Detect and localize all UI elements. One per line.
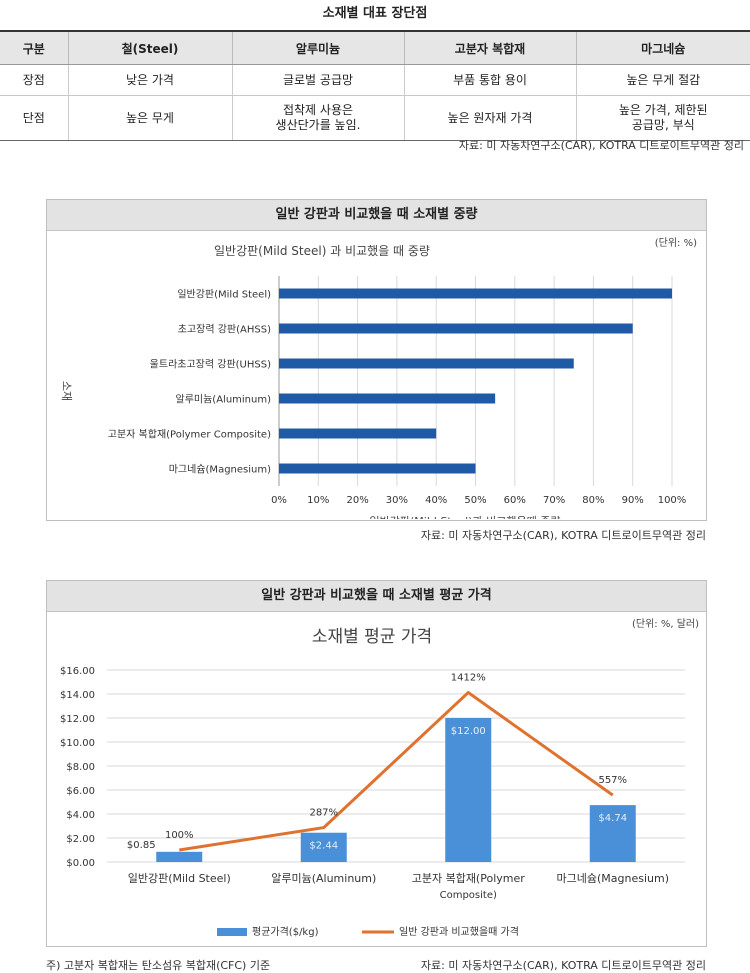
footnote: 주) 고분자 복합재는 탄소섬유 복합재(CFC) 기준 [46, 959, 271, 972]
y-tick-label: 알루미늄(Aluminum) [176, 394, 272, 406]
x-tick-label: 90% [622, 495, 644, 506]
x-tick-label: 60% [504, 495, 526, 506]
y-tick-label: 고분자 복합재(Polymer Composite) [108, 429, 271, 441]
bar-value-label: $0.85 [127, 840, 156, 851]
bar [279, 463, 476, 474]
bar [279, 428, 437, 439]
line-series [179, 690, 614, 852]
table-cell: 높은 무게 절감 [575, 64, 750, 96]
x-tick-label: 30% [386, 495, 408, 506]
y-tick-label: 울트라초고장력 강판(UHSS) [150, 359, 271, 371]
row-label: 단점 [0, 95, 68, 141]
bar-value-label: $2.44 [309, 841, 338, 852]
line-value-label: 287% [309, 808, 338, 819]
y-tick-label: $2.00 [66, 834, 95, 845]
legend-swatch-bar [217, 928, 247, 936]
weight-chart-box: 일반 강판과 비교했을 때 소재별 중량 일반강판(Mild Steel) 과 … [46, 199, 707, 528]
x-tick-label: 80% [582, 495, 604, 506]
line-value-label: 557% [598, 775, 627, 786]
table-row: 단점 높은 무게 접착제 사용은 생산단가를 높임. 높은 원자재 가격 높은 … [0, 95, 750, 141]
table-cell: 부품 통합 용이 [403, 64, 576, 96]
chart-title: 일반강판(Mild Steel) 과 비교했을 때 중량 [214, 244, 430, 258]
y-tick-label: 일반강판(Mild Steel) [177, 289, 271, 301]
bar [445, 718, 492, 862]
weight-chart-source: 자료: 미 자동차연구소(CAR), KOTRA 디트로이트무역관 정리 [420, 529, 706, 542]
chart-title: 소재별 평균 가격 [312, 627, 432, 647]
table-cell: 높은 무게 [67, 95, 232, 141]
x-tick-label-cont: Composite) [440, 890, 497, 901]
header-cell: 구분 [0, 30, 68, 65]
unit-note: (단위: %) [655, 236, 697, 249]
x-tick-label: 일반강판(Mild Steel) [128, 871, 231, 885]
x-tick-label: 70% [543, 495, 565, 506]
bar [279, 323, 633, 334]
x-tick-label: 40% [425, 495, 447, 506]
bar [156, 851, 203, 862]
weight-chart: 일반강판(Mild Steel) 과 비교했을 때 중량 (단위: %) 0% 10%… [60, 236, 697, 528]
header-cell: 고분자 복합재 [403, 30, 576, 65]
line-value-label: 100% [165, 830, 194, 841]
x-tick-label: 50% [464, 495, 486, 506]
table-row: 장점 낮은 가격 글로벌 공급망 부품 통합 용이 높은 무게 절감 [0, 64, 750, 96]
x-tick-label: 100% [658, 495, 687, 506]
table-cell: 접착제 사용은 생산단가를 높임. [231, 95, 404, 141]
y-tick-label: $14.00 [60, 690, 95, 701]
bar [589, 805, 636, 862]
x-tick-label: 10% [307, 495, 329, 506]
bar-value-label: $4.74 [598, 813, 627, 824]
legend-label-line: 일반 강판과 비교했을때 가격 [399, 925, 519, 938]
table-header-row: 구분 철(Steel) 알루미늄 고분자 복합재 마그네슘 [0, 30, 750, 65]
y-tick-label: $12.00 [60, 714, 95, 725]
x-tick-label: 20% [346, 495, 368, 506]
y-tick-label: $6.00 [66, 786, 95, 797]
table-source: 자료: 미 자동차연구소(CAR), KOTRA 디트로이트무역관 정리 [458, 139, 744, 152]
table-cell: 높은 가격, 제한된 공급망, 부식 [575, 95, 750, 141]
unit-note: (단위: %, 달러) [632, 617, 699, 630]
y-tick-label: $0.00 [66, 858, 95, 869]
price-chart-header: 일반 강판과 비교했을 때 소재별 평균 가격 [47, 581, 706, 612]
row-label: 장점 [0, 64, 68, 96]
weight-chart-header: 일반 강판과 비교했을 때 소재별 중량 [47, 200, 706, 231]
header-cell: 철(Steel) [67, 30, 232, 65]
table-cell: 높은 원자재 가격 [403, 95, 576, 141]
y-tick-label: 초고장력 강판(AHSS) [178, 324, 271, 336]
price-chart-source: 자료: 미 자동차연구소(CAR), KOTRA 디트로이트무역관 정리 [420, 959, 706, 972]
x-tick-label: 마그네슘(Magnesium) [557, 872, 670, 885]
bar [300, 832, 347, 862]
line-value-label: 1412% [451, 673, 486, 684]
bar-value-label: $12.00 [451, 726, 486, 737]
x-tick-label: 알루미늄(Aluminum) [271, 871, 376, 885]
table-title: 소재별 대표 장단점 [322, 6, 428, 21]
x-tick-label: 고분자 복합재(Polymer [412, 872, 526, 885]
bar [279, 288, 672, 299]
bar [279, 393, 496, 404]
header-cell: 알루미늄 [231, 30, 404, 65]
y-tick-label: $16.00 [60, 666, 95, 677]
legend-label-bar: 평균가격($/kg) [252, 925, 319, 938]
price-chart: 소재별 평균 가격 (단위: %, 달러) $0.00 $2.00 $4.00 $6.00… [60, 617, 699, 938]
x-axis-label: 일반강판(Mild Steel)과 비교했을때 중량 [370, 514, 561, 519]
y-tick-label: $8.00 [66, 762, 95, 773]
bar [279, 358, 574, 369]
price-chart-box: 일반 강판과 비교했을 때 소재별 평균 가격 소재별 평균 가격 (단위: %,… [46, 580, 707, 947]
header-cell: 마그네슘 [575, 30, 750, 65]
table-cell: 글로벌 공급망 [231, 64, 404, 96]
table-cell: 낮은 가격 [67, 64, 232, 96]
comparison-table: 구분 철(Steel) 알루미늄 고분자 복합재 마그네슘 장점 낮은 가격 글… [0, 30, 750, 141]
y-tick-label: 마그네슘(Magnesium) [169, 464, 271, 476]
y-tick-label: $10.00 [60, 738, 95, 749]
x-tick-label: 0% [271, 495, 287, 506]
y-tick-label: $4.00 [66, 810, 95, 821]
y-axis-label: 소재 [60, 381, 73, 401]
